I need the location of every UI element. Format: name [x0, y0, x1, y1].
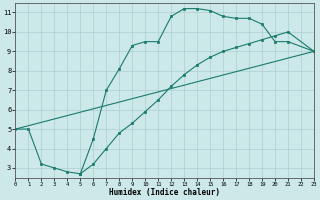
X-axis label: Humidex (Indice chaleur): Humidex (Indice chaleur)	[109, 188, 220, 197]
